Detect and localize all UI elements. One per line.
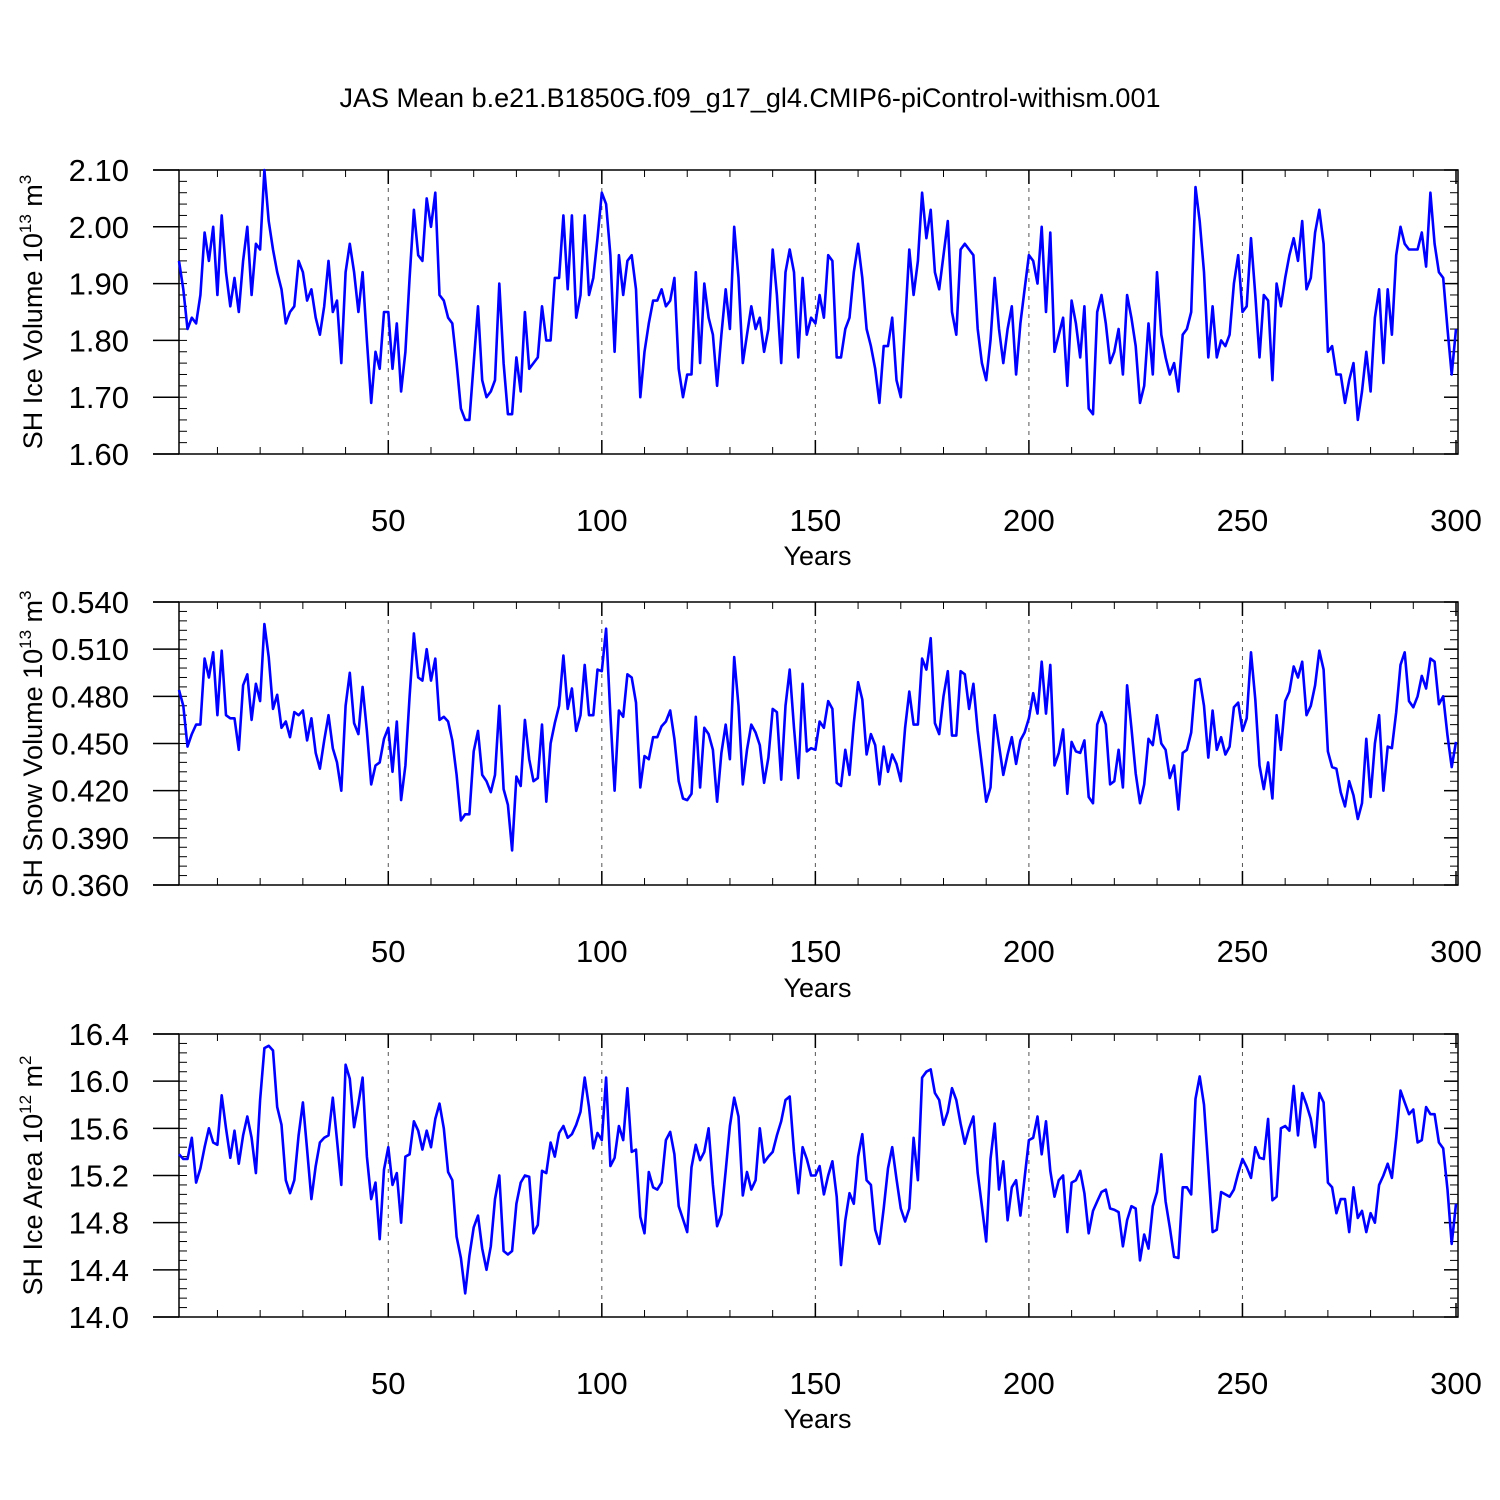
snow-volume-xtick-label: 50 — [371, 934, 405, 969]
ice-volume-xtick-label: 50 — [371, 503, 405, 538]
snow-volume-panel: 0.360 0.390 0.420 0.450 0.480 0.510 0.540 50 100… — [16, 585, 1482, 1003]
ice-volume-ytick-label: 1.80 — [69, 323, 129, 358]
ice-area-ytick-label: 14.4 — [69, 1253, 129, 1288]
snow-volume-series-line — [177, 622, 1458, 852]
ice-volume-panel: 1.60 1.70 1.80 1.90 2.00 2.10 50 100 150 200 250 30… — [16, 153, 1482, 571]
ice-volume-xtick-label: 200 — [1003, 503, 1055, 538]
ice-area-xtick-label: 50 — [371, 1366, 405, 1401]
ice-area-panel: 14.0 14.4 14.8 15.2 15.6 16.0 16.4 50 100 150 200 2… — [16, 1017, 1482, 1434]
snow-volume-ytick-label: 0.360 — [51, 868, 129, 903]
snow-volume-xtick-label: 100 — [576, 934, 628, 969]
snow-volume-ytick-label: 0.420 — [51, 774, 129, 809]
ice-area-xtick-label: 250 — [1217, 1366, 1269, 1401]
snow-volume-xtick-label: 250 — [1217, 934, 1269, 969]
ice-volume-xtick-label: 250 — [1217, 503, 1269, 538]
snow-volume-x-axis-label: Years — [783, 973, 851, 1003]
ice-volume-series-line — [177, 168, 1458, 422]
ice-area-ytick-label: 15.2 — [69, 1159, 129, 1194]
snow-volume-xtick-label: 300 — [1430, 934, 1482, 969]
ice-volume-ytick-label: 1.70 — [69, 380, 129, 415]
snow-volume-ytick-label: 0.390 — [51, 821, 129, 856]
ice-volume-xtick-label: 100 — [576, 503, 628, 538]
ice-volume-xtick-label: 300 — [1430, 503, 1482, 538]
ice-volume-ytick-label: 1.90 — [69, 267, 129, 302]
ice-area-x-axis-label: Years — [783, 1404, 851, 1434]
ice-area-ytick-label: 16.4 — [69, 1017, 129, 1052]
ice-area-ytick-label: 16.0 — [69, 1064, 129, 1099]
snow-volume-ytick-label: 0.450 — [51, 727, 129, 762]
ice-volume-xtick-label: 150 — [789, 503, 841, 538]
ice-area-series-line — [178, 1044, 1458, 1295]
ice-volume-y-axis-label: SH Ice Volume 1013 m3 — [16, 175, 48, 450]
ice-volume-x-axis-label: Years — [783, 541, 851, 571]
figure-title: JAS Mean b.e21.B1850G.f09_g17_gl4.CMIP6-… — [340, 83, 1161, 113]
ice-area-ytick-label: 14.0 — [69, 1300, 129, 1335]
ice-area-xtick-label: 100 — [576, 1366, 628, 1401]
ice-volume-plot-frame — [178, 169, 1459, 455]
ice-area-xtick-label: 150 — [789, 1366, 841, 1401]
ice-area-y-axis-label: SH Ice Area 1012 m2 — [16, 1056, 48, 1296]
snow-volume-ytick-label: 0.540 — [51, 585, 129, 620]
ice-area-ytick-label: 15.6 — [69, 1111, 129, 1146]
ice-volume-ytick-label: 1.60 — [69, 437, 129, 472]
snow-volume-y-axis-label: SH Snow Volume 1013 m3 — [16, 590, 48, 896]
ice-area-ytick-label: 14.8 — [69, 1206, 129, 1241]
ice-area-xtick-label: 300 — [1430, 1366, 1482, 1401]
snow-volume-xtick-label: 200 — [1003, 934, 1055, 969]
snow-volume-ytick-label: 0.480 — [51, 679, 129, 714]
ice-volume-ytick-label: 2.10 — [69, 153, 129, 188]
snow-volume-xtick-label: 150 — [789, 934, 841, 969]
ice-volume-ytick-label: 2.00 — [69, 210, 129, 245]
ice-area-xtick-label: 200 — [1003, 1366, 1055, 1401]
snow-volume-ytick-label: 0.510 — [51, 632, 129, 667]
